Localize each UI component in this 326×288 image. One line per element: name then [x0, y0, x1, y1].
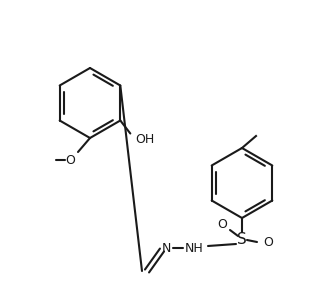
Text: O: O [263, 236, 273, 249]
Text: S: S [237, 232, 247, 247]
Text: O: O [217, 217, 227, 230]
Text: OH: OH [135, 133, 155, 146]
Text: N: N [161, 242, 171, 255]
Text: O: O [65, 154, 75, 166]
Text: NH: NH [185, 242, 203, 255]
